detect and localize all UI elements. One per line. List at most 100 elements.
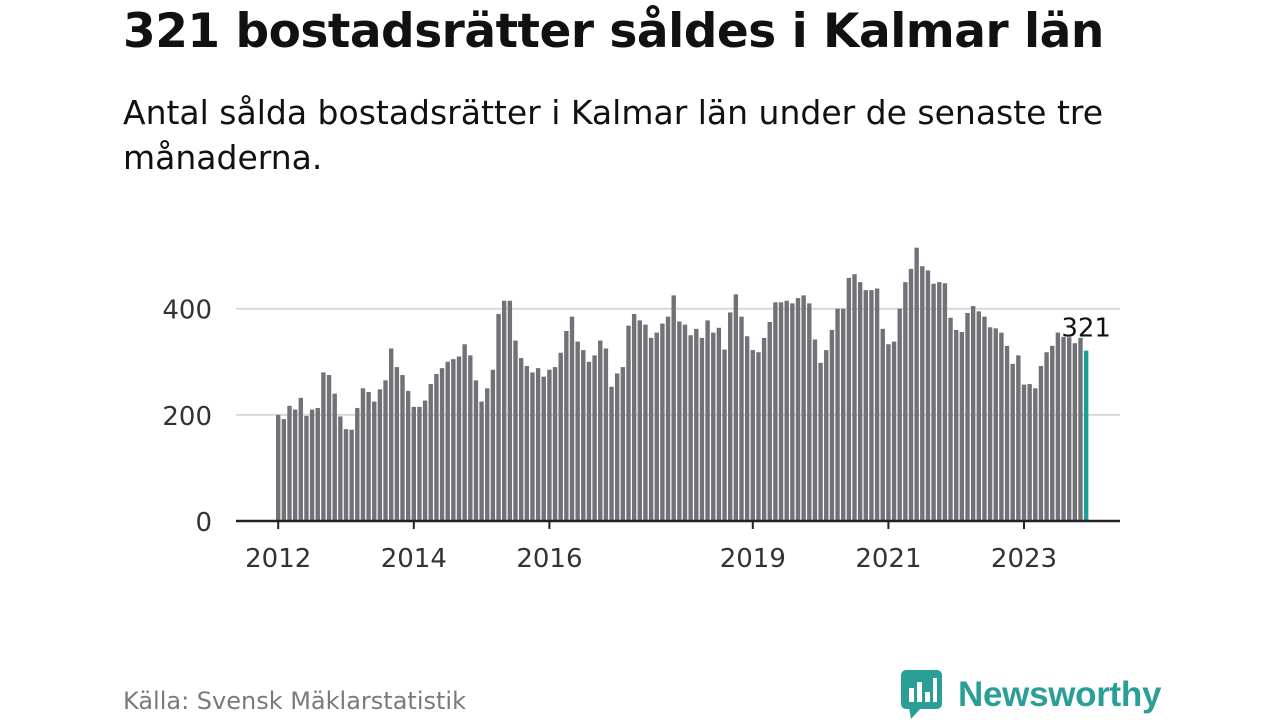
bar: [739, 316, 744, 521]
bar: [648, 337, 654, 521]
bar: [411, 406, 416, 521]
x-tick-label: 2019: [720, 544, 786, 574]
y-tick-label: 400: [162, 296, 212, 326]
bar: [824, 350, 829, 521]
bar: [609, 386, 614, 521]
x-tick-label: 2016: [516, 544, 582, 574]
bar: [490, 369, 496, 521]
bar: [394, 367, 400, 521]
latest-value-label: 321: [1061, 314, 1111, 344]
bar: [603, 348, 609, 521]
bar: [728, 312, 733, 521]
bar: [502, 300, 507, 521]
bar: [920, 266, 925, 521]
bar: [451, 359, 456, 521]
bar: [343, 429, 349, 521]
bar: [315, 407, 320, 521]
newsworthy-logo-icon: [901, 670, 942, 719]
bar: [631, 314, 637, 521]
bar: [445, 361, 450, 521]
bar: [931, 283, 936, 521]
bar: [360, 388, 366, 521]
bar: [575, 341, 580, 521]
bar: [954, 329, 959, 521]
bar: [897, 308, 902, 521]
bar: [795, 298, 801, 521]
labels: 0 200 400 2012 2014 2016 2019 2021 2023 321: [162, 296, 1111, 574]
bar: [1027, 384, 1032, 521]
bar: [569, 316, 575, 521]
bar: [891, 341, 897, 521]
bar: [620, 367, 626, 521]
bar: [552, 367, 558, 521]
bar: [654, 332, 659, 521]
bar: [829, 329, 835, 521]
bar: [558, 352, 563, 521]
bar: [841, 308, 846, 521]
x-tick-label: 2023: [991, 544, 1057, 574]
bar: [276, 414, 281, 521]
bar: [705, 320, 710, 521]
bar: [874, 288, 880, 521]
bar: [761, 337, 767, 521]
bar: [292, 409, 298, 521]
bar: [665, 316, 671, 521]
bar: [818, 362, 823, 521]
bar: [400, 375, 405, 521]
bar: [671, 295, 676, 521]
bar: [784, 300, 789, 521]
x-tick-label: 2012: [245, 544, 311, 574]
bar: [518, 358, 524, 521]
bar: [869, 290, 874, 521]
bar: [965, 312, 970, 521]
bar: [886, 344, 891, 521]
bar: [547, 369, 552, 521]
bar: [1016, 355, 1021, 521]
bar: [660, 323, 665, 521]
bar: [468, 355, 473, 521]
bar: [790, 303, 795, 521]
bar: [942, 283, 948, 521]
bar: [773, 302, 778, 521]
bar: [485, 388, 490, 521]
bar: [564, 330, 569, 521]
bar: [304, 415, 309, 521]
bar: [479, 401, 484, 521]
chart-subtitle: Antal sålda bostadsrätter i Kalmar län u…: [123, 93, 1104, 177]
bar: [592, 355, 597, 521]
bar: [677, 321, 682, 521]
bar: [326, 375, 332, 521]
bar: [581, 350, 586, 521]
bar: [750, 350, 755, 521]
bar: [321, 372, 326, 521]
bar: [422, 400, 428, 521]
bar: [863, 290, 868, 521]
bar: [383, 380, 388, 521]
bar: [405, 390, 411, 521]
bar: [694, 328, 699, 521]
bar: [711, 332, 716, 521]
bar: [1010, 363, 1015, 521]
bar: [1050, 345, 1055, 521]
bar: [999, 332, 1004, 521]
bar: [1061, 336, 1066, 521]
axes: [236, 519, 1120, 529]
bar: [428, 384, 433, 521]
bar: [925, 270, 931, 521]
bar: [456, 356, 462, 521]
bar: [1033, 388, 1038, 521]
bar: [473, 380, 479, 521]
bar: [355, 407, 360, 521]
bar: [372, 401, 377, 521]
bar: [699, 337, 705, 521]
bar: [982, 316, 987, 521]
bar: [462, 344, 467, 521]
bar: [807, 303, 812, 521]
bar: [417, 406, 422, 521]
bar: [643, 324, 648, 521]
bar: [439, 368, 445, 521]
bar: [541, 376, 546, 521]
bar: [1067, 337, 1072, 521]
source-note: Källa: Svensk Mäklarstatistik: [123, 687, 466, 715]
